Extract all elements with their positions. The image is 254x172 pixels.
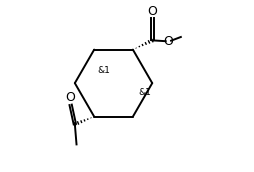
Text: &1: &1 bbox=[98, 66, 110, 75]
Text: O: O bbox=[163, 35, 173, 48]
Text: O: O bbox=[147, 5, 157, 18]
Text: O: O bbox=[65, 91, 75, 104]
Text: &1: &1 bbox=[138, 88, 151, 97]
